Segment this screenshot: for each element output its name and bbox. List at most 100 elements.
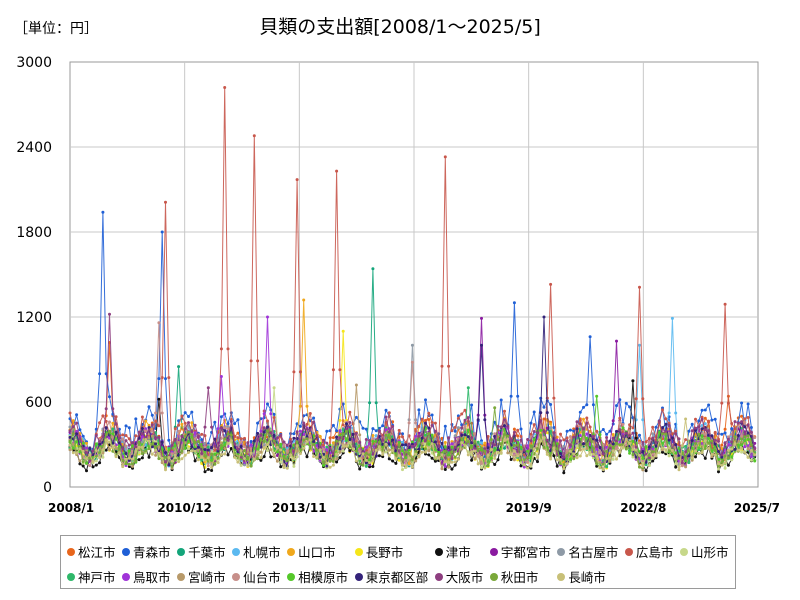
data-point	[137, 445, 141, 449]
data-point	[588, 335, 592, 339]
data-point	[588, 437, 592, 441]
data-point	[588, 425, 592, 429]
data-point	[509, 458, 513, 461]
data-point	[91, 459, 95, 463]
data-point	[325, 445, 329, 449]
data-point	[206, 386, 210, 390]
data-point	[733, 420, 737, 424]
data-point	[154, 440, 158, 444]
data-point	[740, 420, 744, 424]
data-point	[460, 412, 464, 416]
data-point	[621, 423, 625, 426]
x-tick-label: 2010/12	[157, 501, 211, 515]
data-point	[470, 436, 474, 440]
data-point	[410, 440, 414, 444]
data-point	[358, 462, 362, 466]
data-point	[430, 456, 434, 460]
data-point	[463, 418, 467, 422]
data-point	[68, 429, 72, 433]
data-point	[101, 448, 105, 452]
data-point	[94, 463, 98, 467]
data-point	[292, 464, 296, 468]
data-point	[670, 449, 674, 452]
data-point	[361, 452, 365, 456]
data-point	[605, 465, 609, 469]
data-point	[470, 458, 474, 462]
data-point	[348, 445, 352, 449]
data-point	[493, 406, 497, 410]
data-point	[621, 426, 625, 430]
series-秋田市	[68, 406, 757, 470]
data-point	[98, 442, 102, 446]
data-point	[391, 449, 395, 452]
data-point	[746, 447, 750, 451]
x-tick-label: 2013/11	[272, 501, 326, 515]
data-point	[173, 438, 177, 441]
data-point	[674, 443, 678, 447]
data-point	[216, 449, 220, 453]
data-point	[519, 438, 523, 442]
data-point	[170, 466, 174, 470]
data-point	[328, 459, 332, 463]
data-point	[710, 449, 714, 453]
data-point	[595, 454, 599, 458]
data-point	[664, 443, 668, 447]
data-point	[565, 439, 569, 443]
data-point	[661, 408, 664, 412]
data-point	[114, 430, 118, 434]
data-point	[661, 441, 664, 445]
data-point	[88, 456, 92, 460]
data-point	[114, 415, 118, 419]
data-point	[545, 452, 549, 456]
data-point	[529, 432, 533, 436]
data-point	[140, 435, 144, 439]
data-point	[262, 412, 266, 416]
data-point	[81, 447, 85, 451]
data-point	[443, 445, 447, 449]
data-point	[348, 441, 352, 445]
data-point	[318, 445, 322, 449]
data-point	[624, 447, 628, 451]
data-point	[743, 445, 747, 449]
data-point	[78, 447, 82, 451]
data-point	[150, 429, 154, 433]
data-point	[453, 429, 457, 433]
data-point	[555, 442, 559, 446]
data-point	[562, 455, 566, 459]
data-point	[249, 451, 253, 455]
data-point	[173, 453, 177, 457]
data-point	[223, 437, 227, 441]
data-point	[634, 445, 638, 449]
data-point	[736, 448, 740, 452]
data-point	[279, 442, 283, 446]
data-point	[677, 468, 681, 472]
data-point	[108, 440, 111, 444]
data-point	[674, 457, 678, 460]
data-point	[167, 456, 171, 459]
data-point	[677, 456, 681, 460]
data-point	[647, 456, 651, 460]
data-point	[582, 417, 585, 421]
data-point	[555, 447, 559, 451]
data-point	[746, 423, 750, 427]
data-point	[394, 461, 398, 465]
legend-label: 大阪市	[445, 570, 484, 585]
data-point	[723, 302, 727, 306]
legend-label: 名古屋市	[568, 545, 619, 560]
data-point	[730, 440, 734, 444]
data-point	[674, 451, 678, 455]
data-point	[147, 447, 151, 451]
data-point	[121, 437, 125, 441]
data-point	[144, 427, 148, 431]
data-point	[282, 454, 286, 458]
data-point	[700, 451, 704, 455]
data-point	[555, 438, 559, 442]
data-point	[292, 370, 296, 374]
data-point	[503, 432, 506, 436]
data-point	[703, 428, 707, 432]
data-point	[364, 438, 368, 441]
data-point	[611, 433, 615, 436]
data-point	[575, 420, 579, 424]
data-point	[466, 435, 470, 439]
data-point	[545, 438, 549, 442]
